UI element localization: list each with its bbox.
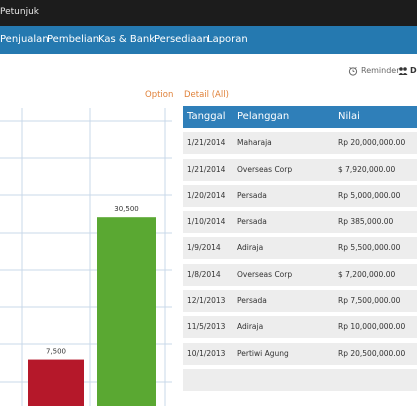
cell-amount: Rp 20,000,000.00 <box>338 138 406 148</box>
sales-bar-chart: 7,500 30,500 <box>0 108 172 406</box>
cell-customer: Adiraja <box>237 243 264 253</box>
cell-amount: $ 7,200,000.00 <box>338 269 396 279</box>
cell-amount: Rp 5,000,000.00 <box>338 190 401 200</box>
title-bar: Petunjuk <box>0 0 417 26</box>
reminder-button[interactable]: Reminder <box>361 66 400 75</box>
menu-kas-bank[interactable]: Kas & Bank <box>98 34 155 45</box>
menu-penjualan[interactable]: Penjualan <box>0 34 49 45</box>
table-row[interactable]: 12/1/2013 Persada Rp 7,500,000.00 <box>183 290 417 313</box>
table-row[interactable]: 1/9/2014 Adiraja Rp 5,500,000.00 <box>183 237 417 260</box>
chart-data-labels: 7,500 30,500 <box>46 205 139 355</box>
table-row[interactable]: 1/10/2014 Persada Rp 385,000.00 <box>183 211 417 234</box>
empty-table-row <box>183 368 417 391</box>
cell-customer: Persada <box>237 296 267 306</box>
clock-icon[interactable] <box>348 66 358 76</box>
cell-customer: Persada <box>237 190 267 200</box>
header-pelanggan[interactable]: Pelanggan <box>237 111 290 122</box>
menu-persediaan[interactable]: Persediaan <box>154 34 210 45</box>
cell-date: 1/10/2014 <box>187 217 226 227</box>
header-nilai[interactable]: Nilai <box>338 111 360 122</box>
second-action-button[interactable]: D <box>410 66 417 75</box>
cell-date: 1/9/2014 <box>187 243 221 253</box>
option-link[interactable]: Option <box>145 90 174 100</box>
table-row[interactable]: 1/20/2014 Persada Rp 5,000,000.00 <box>183 184 417 207</box>
cell-amount: Rp 20,500,000.00 <box>338 348 406 358</box>
table-row[interactable]: 11/5/2013 Adiraja Rp 10,000,000.00 <box>183 316 417 339</box>
bar-value-label-0: 7,500 <box>46 348 66 356</box>
cell-amount: Rp 10,000,000.00 <box>338 322 406 332</box>
cell-amount: Rp 385,000.00 <box>338 217 394 227</box>
people-icon[interactable] <box>398 66 408 76</box>
title-text: Petunjuk <box>0 7 39 17</box>
sales-detail-table: Tanggal Pelanggan Nilai 1/21/2014 Mahara… <box>183 106 417 391</box>
table-row[interactable]: 1/21/2014 Overseas Corp $ 7,920,000.00 <box>183 158 417 181</box>
bar-value-label-1: 30,500 <box>114 205 139 213</box>
cell-amount: $ 7,920,000.00 <box>338 164 396 174</box>
table-header: Tanggal Pelanggan Nilai <box>183 106 417 128</box>
cell-customer: Pertiwi Agung <box>237 348 289 358</box>
menu-pembelian[interactable]: Pembelian <box>47 34 100 45</box>
cell-date: 11/5/2013 <box>187 322 226 332</box>
table-row[interactable]: 1/21/2014 Maharaja Rp 20,000,000.00 <box>183 132 417 155</box>
bar-1[interactable] <box>97 217 156 406</box>
main-menu-bar: Penjualan Pembelian Kas & Bank Persediaa… <box>0 26 417 54</box>
cell-customer: Persada <box>237 217 267 227</box>
cell-amount: Rp 5,500,000.00 <box>338 243 401 253</box>
cell-date: 12/1/2013 <box>187 296 226 306</box>
bar-0[interactable] <box>28 359 84 406</box>
cell-amount: Rp 7,500,000.00 <box>338 296 401 306</box>
cell-date: 1/21/2014 <box>187 164 226 174</box>
detail-all-link[interactable]: Detail (All) <box>184 90 229 100</box>
cell-date: 1/21/2014 <box>187 138 226 148</box>
cell-customer: Overseas Corp <box>237 269 293 279</box>
cell-customer: Maharaja <box>237 138 272 148</box>
cell-date: 1/20/2014 <box>187 190 226 200</box>
menu-laporan[interactable]: Laporan <box>207 34 248 45</box>
header-tanggal[interactable]: Tanggal <box>187 111 226 122</box>
cell-date: 10/1/2013 <box>187 348 226 358</box>
chart-bars <box>28 217 156 406</box>
cell-customer: Overseas Corp <box>237 164 293 174</box>
cell-customer: Adiraja <box>237 322 264 332</box>
cell-date: 1/8/2014 <box>187 269 221 279</box>
table-row[interactable]: 1/8/2014 Overseas Corp $ 7,200,000.00 <box>183 263 417 286</box>
table-row[interactable]: 10/1/2013 Pertiwi Agung Rp 20,500,000.00 <box>183 342 417 365</box>
